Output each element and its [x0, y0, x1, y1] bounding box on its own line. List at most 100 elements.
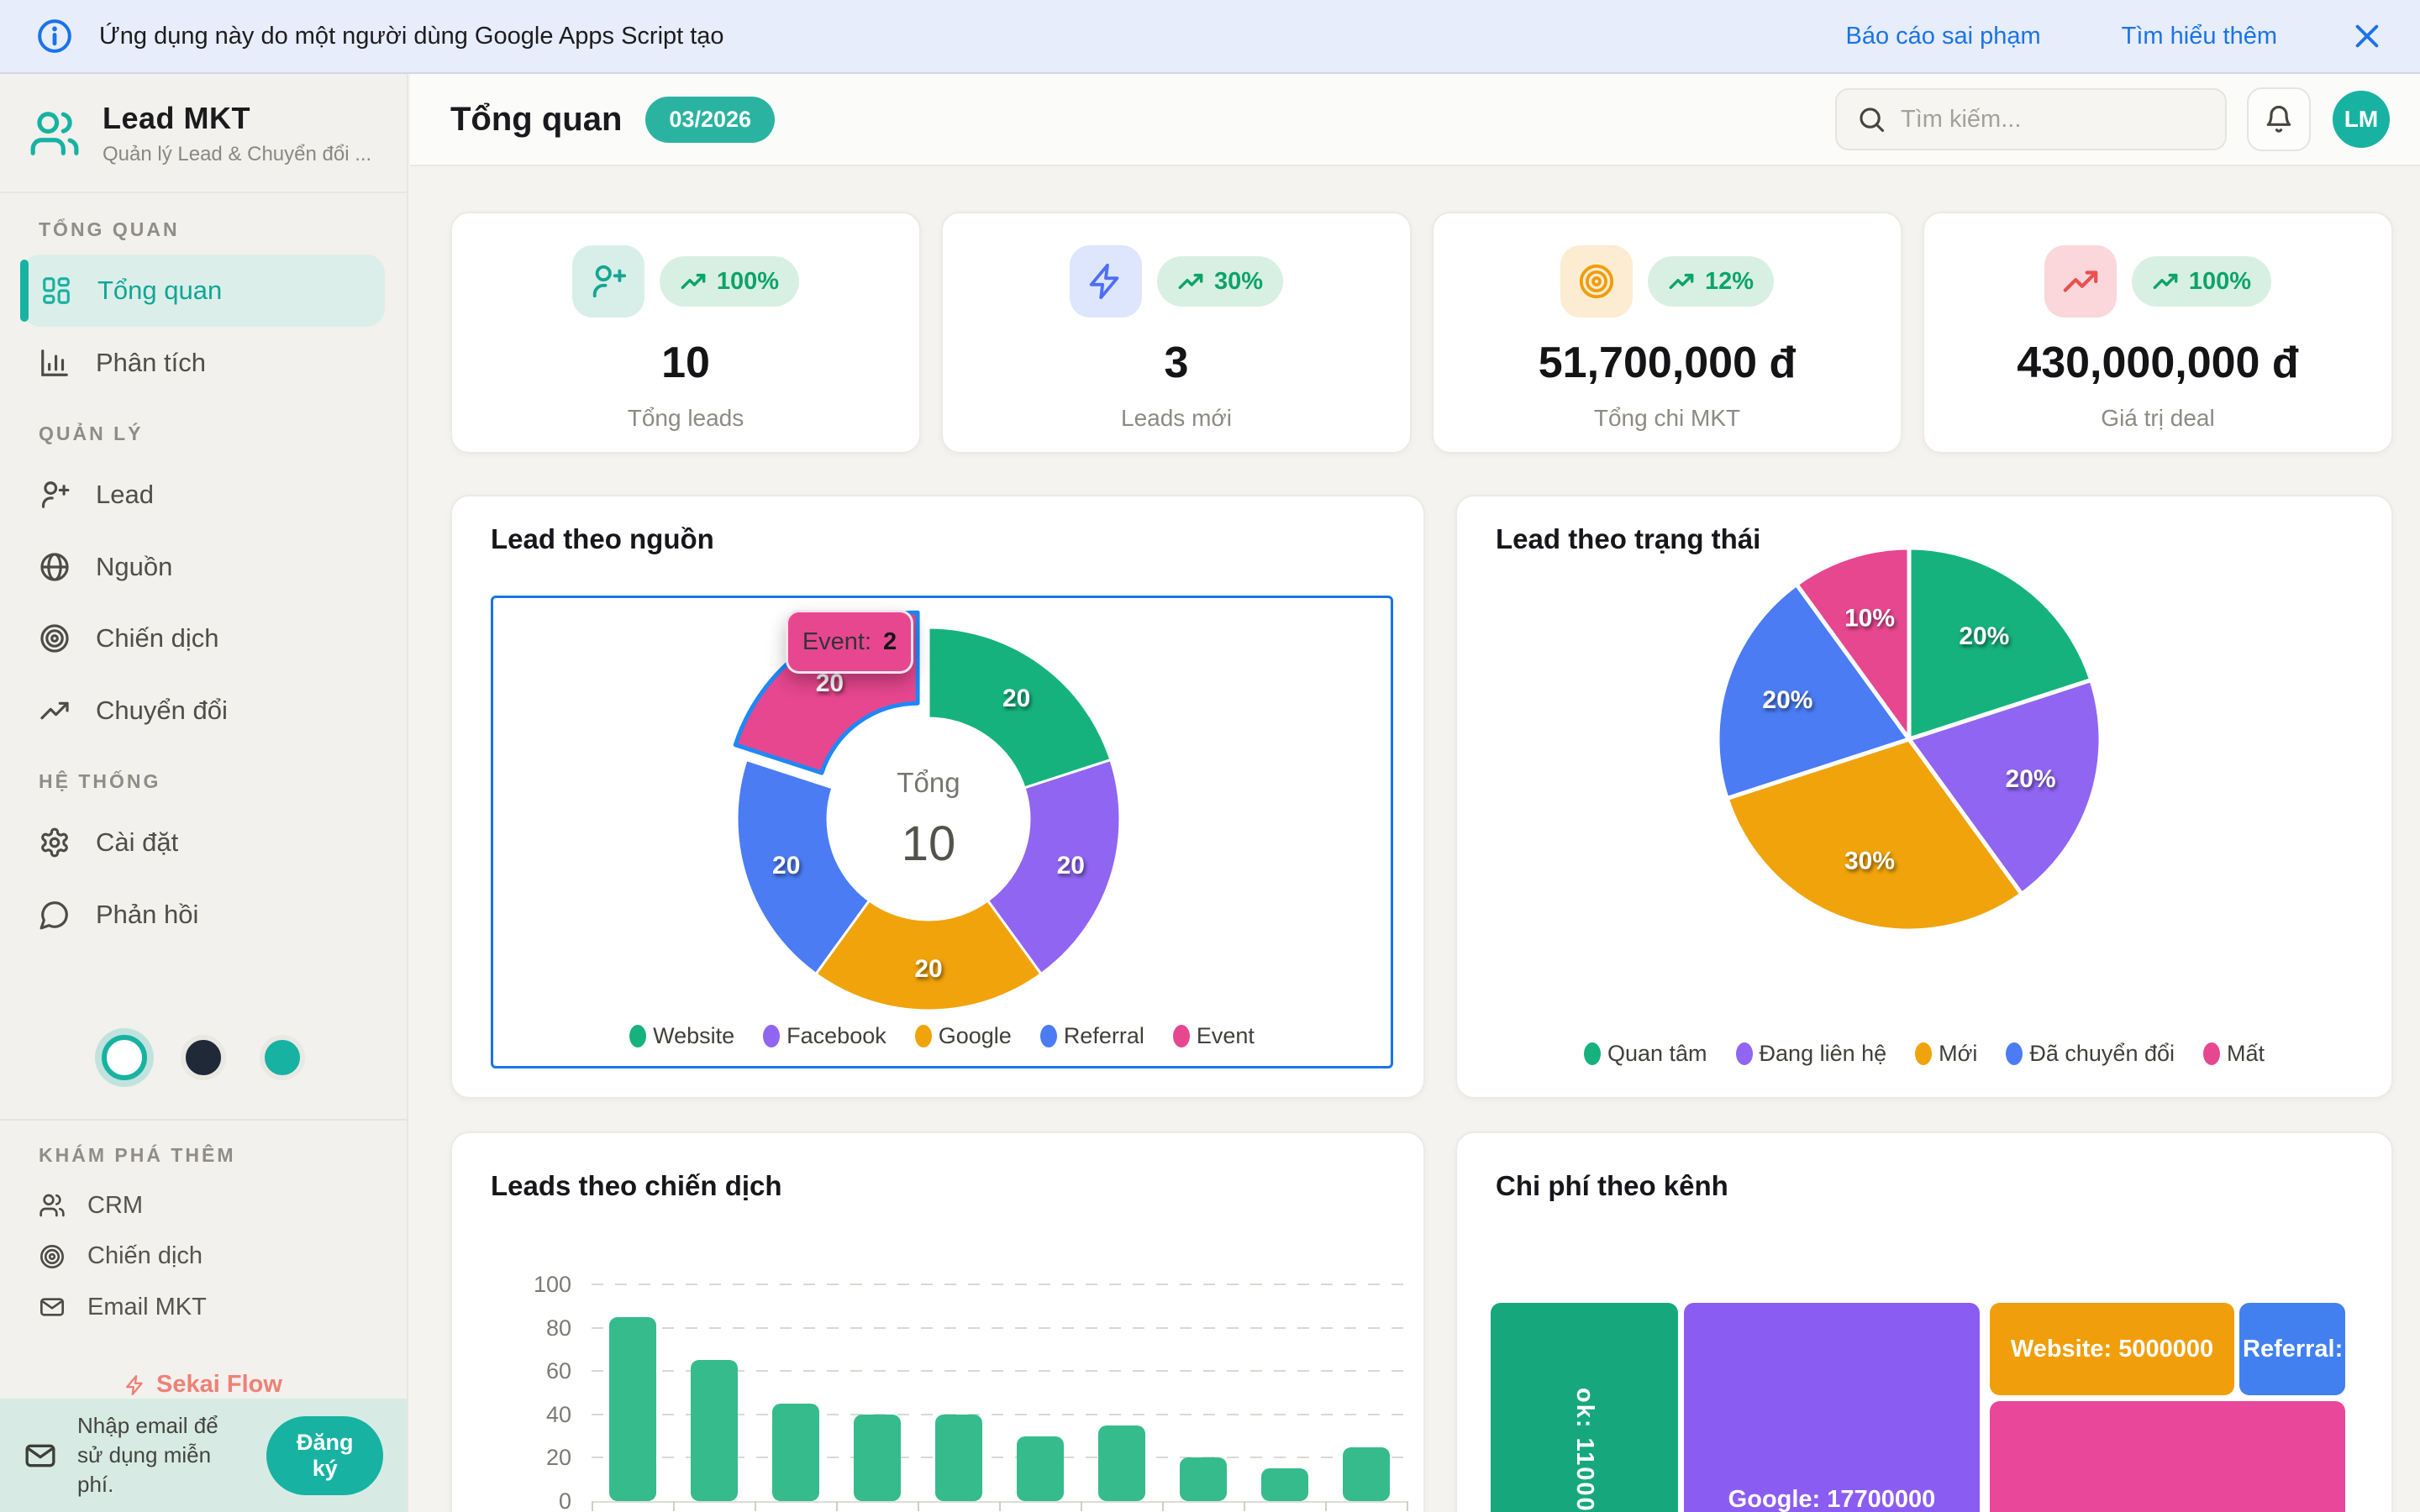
sidebar-item-phan-tich[interactable]: Phân tích [0, 327, 407, 399]
avatar[interactable]: LM [2333, 91, 2390, 148]
bar-chart[interactable]: 0 20 40 60 80 100 [452, 1133, 1423, 1512]
bar[interactable] [1016, 1436, 1064, 1501]
message-icon [39, 899, 71, 931]
legend-item: Website [629, 1023, 734, 1049]
y-axis-label: 0 [558, 1488, 571, 1512]
treemap-label: Website: 5000000 [2010, 1335, 2214, 1362]
section-label-manage: QUẢN LÝ [39, 422, 144, 444]
sekai-flow-link[interactable]: Sekai Flow [0, 1371, 407, 1399]
target-icon [39, 622, 71, 654]
svg-text:20%: 20% [1762, 686, 1812, 714]
gridline [592, 1326, 1407, 1329]
legend-item: Mất [2203, 1041, 2265, 1067]
x-axis-tick [999, 1501, 1001, 1511]
bar[interactable] [934, 1414, 982, 1501]
x-axis-tick [918, 1501, 919, 1511]
legend-dot [2203, 1042, 2220, 1065]
bolt-icon [124, 1374, 146, 1396]
sidebar-item-cai-dat[interactable]: Cài đặt [0, 806, 407, 879]
notifications-button[interactable] [2247, 87, 2311, 151]
treemap-block-other[interactable] [1990, 1401, 2345, 1512]
learn-more-link[interactable]: Tìm hiểu thêm [2121, 22, 2277, 50]
close-icon[interactable] [2349, 18, 2385, 54]
x-axis-tick [755, 1501, 756, 1511]
x-axis-tick [1081, 1501, 1082, 1511]
search-input[interactable] [1901, 105, 2205, 134]
legend-item: Google [914, 1023, 1012, 1049]
sidebar-item-tong-quan[interactable]: Tổng quan [20, 255, 385, 327]
bar[interactable] [853, 1414, 901, 1501]
bar[interactable] [1097, 1425, 1145, 1501]
user-plus-icon [571, 245, 644, 318]
apps-script-banner: Ứng dụng này do một người dùng Google Ap… [0, 0, 2420, 74]
sidebar-item-label: Nguồn [96, 551, 173, 581]
sidebar-item-crm[interactable]: CRM [0, 1180, 407, 1231]
bar-chart-icon [39, 347, 71, 379]
chart-card-lead-source: Lead theo nguồn 20 20 20 20 20 Tổng 10 Event… [450, 495, 1425, 1099]
y-axis-label: 20 [545, 1445, 571, 1471]
legend-dot [1172, 1025, 1190, 1047]
sidebar-item-phan-hoi[interactable]: Phản hồi [0, 879, 407, 951]
svg-text:10%: 10% [1844, 604, 1895, 632]
trending-up-icon [2153, 273, 2178, 290]
sidebar-item-label: Email MKT [87, 1293, 207, 1320]
user-plus-icon [39, 479, 71, 511]
sidebar-item-lead[interactable]: Lead [0, 459, 407, 531]
trend-badge: 30% [1156, 256, 1284, 307]
bar[interactable] [608, 1316, 656, 1501]
banner-message: Ứng dụng này do một người dùng Google Ap… [99, 22, 724, 50]
sidebar-item-chien-dich[interactable]: Chiến dịch [0, 602, 407, 675]
svg-text:20: 20 [914, 955, 942, 983]
bar[interactable] [1260, 1468, 1308, 1501]
treemap-block-website[interactable]: Website: 5000000 [1990, 1303, 2234, 1395]
sidebar-item-label: Phản hồi [96, 899, 199, 929]
stat-value: 10 [661, 339, 710, 387]
bar[interactable] [771, 1403, 819, 1501]
treemap-block-google[interactable]: Google: 17700000 [1684, 1303, 1980, 1512]
legend-dot [1583, 1042, 1601, 1065]
sidebar-item-chuyen-doi[interactable]: Chuyển đổi [0, 675, 407, 747]
month-badge: 03/2026 [645, 96, 776, 143]
report-abuse-link[interactable]: Báo cáo sai phạm [1845, 22, 2041, 50]
search-icon [1857, 105, 1886, 134]
sidebar-item-nguon[interactable]: Nguồn [0, 531, 407, 603]
chart-legend: Quan tâm Đang liên hệ Mới Đã chuyển đổi Mất [1457, 1041, 2391, 1067]
legend-dot [1735, 1042, 1753, 1065]
signup-button[interactable]: Đăng ký [266, 1415, 383, 1495]
mail-icon [39, 1294, 66, 1320]
gridline [592, 1370, 1407, 1373]
search-box[interactable] [1835, 88, 2227, 150]
treemap-block-referral[interactable]: Referral: 20000 [2239, 1303, 2345, 1395]
chart-focus-frame[interactable]: 20 20 20 20 20 Tổng 10 Event: 2 Website Facebo… [491, 596, 1393, 1068]
main-content: Tổng quan 03/2026 LM 100% [410, 74, 2420, 1512]
sidebar-item-chien-dich-explore[interactable]: Chiến dịch [0, 1231, 407, 1281]
sidebar-item-label: Lead [96, 479, 154, 509]
trend-badge: 100% [659, 256, 800, 307]
bar[interactable] [690, 1360, 738, 1501]
info-icon [35, 17, 74, 55]
theme-swatch-dark[interactable] [181, 1034, 226, 1080]
theme-swatch-light[interactable] [102, 1034, 147, 1080]
email-cta-bar: Nhập email để sử dụng miễn phí. Đăng ký [0, 1399, 407, 1512]
treemap-label: ok: 11000000 [1571, 1388, 1598, 1512]
sidebar-item-email-mkt[interactable]: Email MKT [0, 1282, 407, 1332]
svg-text:30%: 30% [1844, 848, 1895, 875]
gridline [592, 1457, 1407, 1459]
stat-card-mkt-spend: 12% 51,700,000 đ Tổng chi MKT [1432, 212, 1902, 454]
sidebar-item-label: Chiến dịch [96, 623, 219, 654]
email-cta-text: Nhập email để sử dụng miễn phí. [77, 1413, 218, 1498]
bar[interactable] [1179, 1457, 1227, 1501]
svg-text:20%: 20% [2006, 765, 2056, 793]
sidebar-divider [0, 1118, 407, 1121]
legend-item: Referral [1039, 1023, 1144, 1049]
trending-up-icon [39, 695, 71, 727]
chart-title: Chi phí theo kênh [1496, 1170, 1728, 1201]
theme-swatch-teal[interactable] [260, 1034, 305, 1080]
stat-card-new-leads: 30% 3 Leads mới [941, 212, 1412, 454]
bar[interactable] [1342, 1446, 1390, 1501]
pie-chart[interactable]: 20% 20% 30% 20% 10% [1457, 496, 2393, 1034]
treemap-block-facebook[interactable]: ok: 11000000 [1491, 1303, 1678, 1512]
target-icon [39, 1243, 66, 1270]
gridline [592, 1284, 1407, 1285]
sidebar-item-label: Tổng quan [97, 275, 223, 305]
